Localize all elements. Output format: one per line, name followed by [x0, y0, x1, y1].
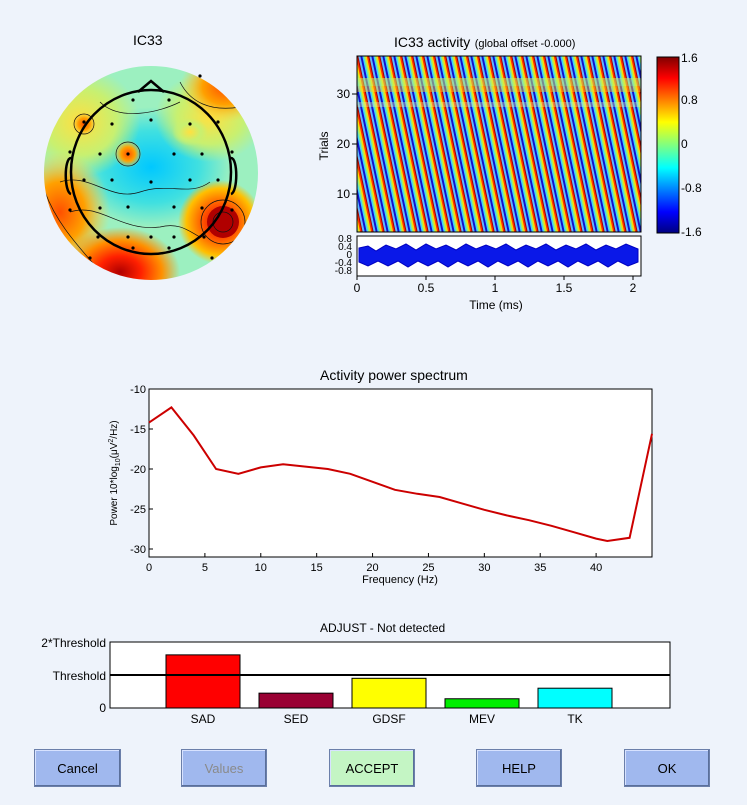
x-tick: 2 — [630, 281, 637, 295]
x-tick-label: 5 — [202, 562, 208, 574]
bar-gdsf — [351, 677, 427, 709]
spectrum-xlabel: Frequency (Hz) — [362, 574, 438, 586]
spectrum-ylabel: Power 10*log10(μV2/Hz) — [108, 420, 122, 525]
x-tick-label: 30 — [478, 562, 490, 574]
y-tick-label: -10 — [130, 384, 146, 396]
trials-label: Trials — [317, 132, 331, 161]
help-button[interactable]: HELP — [476, 749, 562, 787]
svg-text:0: 0 — [346, 250, 352, 261]
adjust-chart: SAD SED GDSF MEV TK 2*Threshold Threshold 0 — [41, 636, 671, 726]
values-button[interactable]: Values — [181, 749, 267, 787]
spectrum-title: Activity power spectrum — [320, 367, 468, 383]
x-tick: 0 — [354, 281, 361, 295]
x-tick-label: 10 — [255, 562, 267, 574]
x-tick: 0.5 — [418, 281, 435, 295]
svg-text:0.4: 0.4 — [338, 242, 352, 253]
category-label: MEV — [469, 712, 495, 726]
colorbar-tick: 0 — [681, 137, 688, 151]
x-tick-label: 40 — [590, 562, 602, 574]
cancel-button[interactable]: Cancel — [34, 749, 121, 787]
colorbar: 1.6 0.8 0 -0.8 -1.6 — [656, 51, 702, 239]
adjust-ylabel: 2*Threshold — [41, 636, 106, 650]
bar-tk — [537, 687, 613, 709]
category-label: TK — [567, 712, 582, 726]
trial-tick: 20 — [337, 137, 351, 151]
category-label: GDSF — [372, 712, 405, 726]
erp-title: IC33 activity (global offset -0.000) — [394, 34, 576, 50]
spectrum-line — [148, 406, 653, 543]
y-tick-label: -25 — [130, 504, 146, 516]
x-tick-label: 35 — [534, 562, 546, 574]
topo-map — [42, 64, 260, 282]
colorbar-tick: 1.6 — [681, 51, 698, 65]
colorbar-tick: -1.6 — [681, 225, 702, 239]
bar-sad — [165, 654, 241, 709]
y-tick-label: -15 — [130, 424, 146, 436]
adjust-ylabel: 0 — [99, 701, 106, 715]
erp-image: 30 20 10 Trials 0.8 0.4 0 -0.4 -0.8 0 0.… — [317, 55, 642, 312]
trial-tick: 10 — [337, 187, 351, 201]
accept-button[interactable]: ACCEPT — [329, 749, 415, 787]
y-tick-label: -20 — [130, 464, 146, 476]
category-label: SED — [284, 712, 309, 726]
erp-xlabel: Time (ms) — [469, 298, 523, 312]
colorbar-tick: 0.8 — [681, 93, 698, 107]
svg-text:-0.4: -0.4 — [335, 258, 353, 269]
y-tick-label: -30 — [130, 544, 146, 556]
trial-tick: 30 — [337, 87, 351, 101]
colorbar-tick: -0.8 — [681, 181, 702, 195]
bar-sed — [258, 692, 334, 709]
x-tick-label: 25 — [422, 562, 434, 574]
ok-button[interactable]: OK — [624, 749, 710, 787]
category-label: SAD — [191, 712, 216, 726]
topo-title: IC33 — [133, 32, 163, 48]
svg-text:-0.8: -0.8 — [335, 266, 353, 277]
x-tick-label: 15 — [311, 562, 323, 574]
avg-trace — [358, 243, 639, 268]
adjust-ylabel: Threshold — [53, 669, 106, 683]
x-tick: 1.5 — [556, 281, 573, 295]
bar-mev — [444, 698, 520, 709]
x-tick-label: 0 — [146, 562, 152, 574]
x-tick: 1 — [492, 281, 499, 295]
x-tick-label: 20 — [366, 562, 378, 574]
adjust-title: ADJUST - Not detected — [320, 621, 446, 635]
spectrum-chart: 0 5 10 15 20 25 30 35 40 -10 -15 -20 -25 -30 Frequenc… — [108, 384, 653, 586]
svg-text:0.8: 0.8 — [338, 234, 352, 245]
